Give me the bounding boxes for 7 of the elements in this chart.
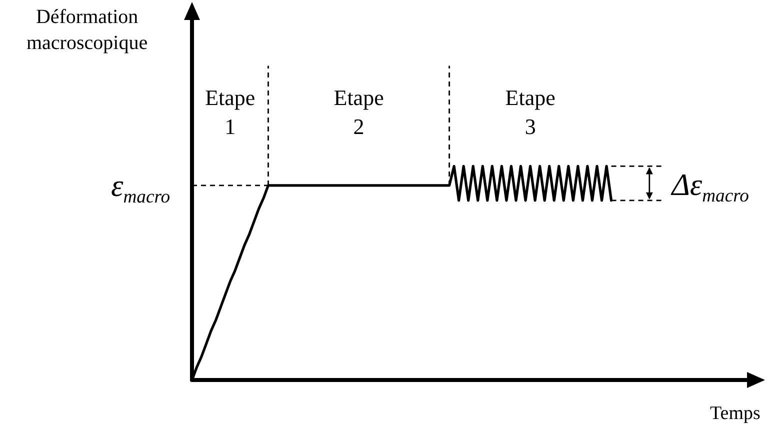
x-axis-title: Temps [710, 402, 760, 426]
text: Etape 2 [334, 84, 384, 141]
text: Déformation macroscopique [26, 5, 148, 56]
text: Etape 3 [505, 84, 556, 141]
annotation: Δε$_{macro}$ [672, 166, 749, 209]
ref-line-label: ε$_{macro}$ [111, 167, 170, 210]
text: Etape 1 [205, 84, 256, 141]
